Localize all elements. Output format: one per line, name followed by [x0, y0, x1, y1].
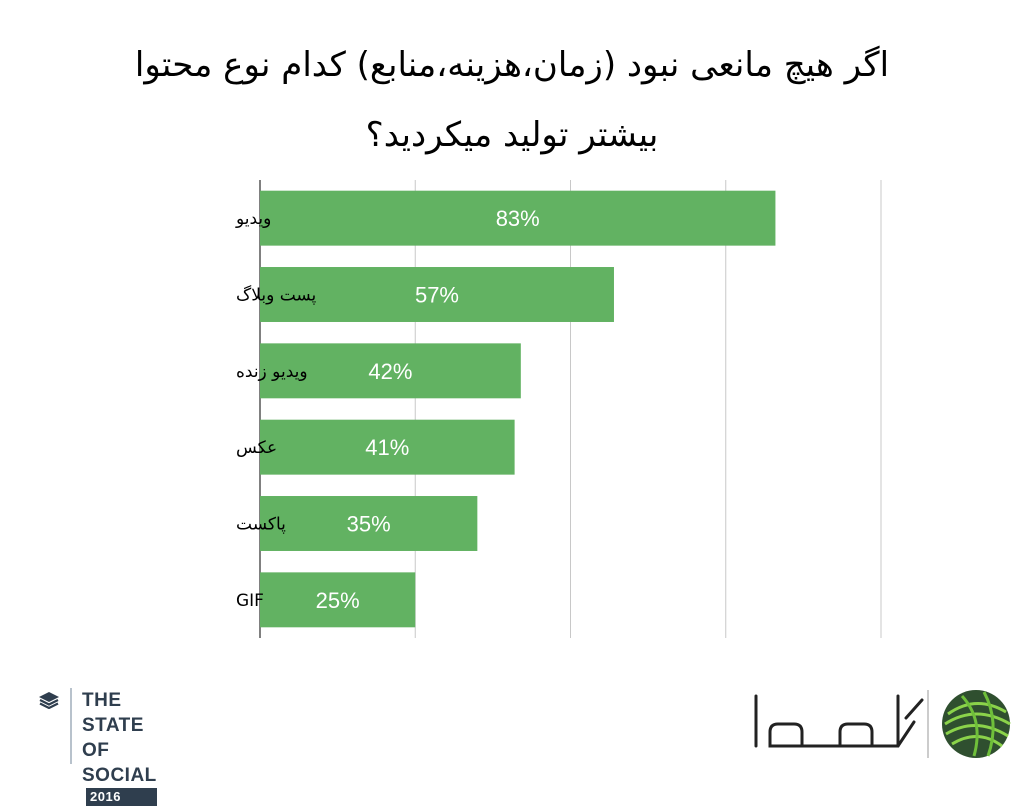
bar-value-label: 35% [347, 512, 391, 537]
bar [260, 267, 614, 322]
bar [260, 419, 515, 475]
category-label: ویدیو زنده [236, 362, 308, 382]
brand-line-2: STATE OF [82, 715, 144, 761]
brand-line-3: SOCIAL [82, 765, 157, 786]
category-label: پست وبلاگ [236, 285, 317, 306]
bar-value-label: 25% [316, 588, 360, 613]
category-label: پاکست [236, 515, 286, 535]
bar [260, 190, 776, 246]
bar-value-label: 57% [415, 283, 459, 308]
bar-value-label: 41% [365, 435, 409, 460]
brand-year-badge: 2016 [86, 788, 157, 806]
category-label: ویدیو [235, 209, 271, 229]
category-label: عکس [236, 438, 277, 458]
brand-line-1: THE [82, 690, 122, 711]
bar-value-label: 83% [496, 206, 540, 231]
bar [260, 572, 416, 628]
bar [260, 496, 478, 551]
bar-chart: 83% ویدیو 57% پست وبلاگ 42% ویدیو زنده 41% عکس 3… [235, 180, 882, 638]
layers-icon [39, 692, 59, 709]
category-label: GIF [236, 591, 264, 611]
kamva-logo [754, 690, 1011, 758]
bar-value-label: 42% [368, 359, 412, 384]
chart-title-line-2: بیشتر تولید میکردید؟ [365, 115, 659, 155]
chart-title: اگر هیچ مانعی نبود (زمان،هزینه،منابع) کد… [0, 30, 1024, 170]
yarn-ball-icon [942, 690, 1011, 758]
kamva-wordmark [754, 694, 924, 748]
bar [260, 343, 521, 399]
chart-title-line-1: اگر هیچ مانعی نبود (زمان،هزینه،منابع) کد… [134, 45, 890, 85]
